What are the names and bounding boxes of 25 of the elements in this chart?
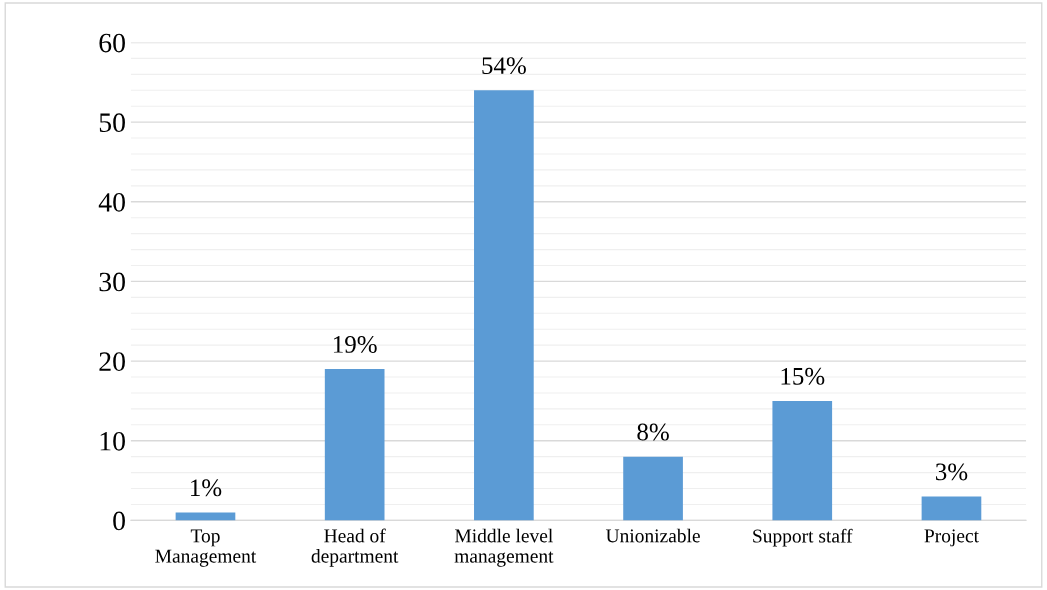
- bar: [474, 90, 534, 521]
- bar: [175, 512, 236, 521]
- data-label: 8%: [637, 423, 669, 441]
- y-tick-label: 20: [99, 352, 125, 371]
- y-tick-label: 0: [113, 511, 125, 531]
- data-label: 54%: [482, 57, 526, 75]
- bar: [772, 400, 833, 521]
- data-label: 15%: [781, 367, 825, 385]
- bar: [324, 369, 385, 521]
- y-tick-label: 60: [99, 33, 125, 53]
- x-tick-label: Middle level management: [454, 528, 554, 567]
- x-tick-label: Project: [924, 529, 979, 547]
- y-tick-label: 30: [99, 272, 125, 292]
- bar: [921, 496, 982, 521]
- x-tick-label: Support staff: [753, 528, 853, 547]
- x-tick-label: Head of department: [311, 528, 399, 567]
- data-label: 1%: [191, 479, 222, 497]
- y-tick-label: 40: [98, 192, 125, 212]
- y-tick-label: 10: [100, 431, 125, 451]
- data-label: 19%: [333, 335, 377, 353]
- bar: [623, 456, 683, 521]
- x-tick-label: Unionizable: [605, 528, 700, 543]
- data-label: 3%: [935, 463, 968, 481]
- y-tick-label: 50: [99, 113, 125, 133]
- x-tick-label: Top Management: [155, 529, 257, 567]
